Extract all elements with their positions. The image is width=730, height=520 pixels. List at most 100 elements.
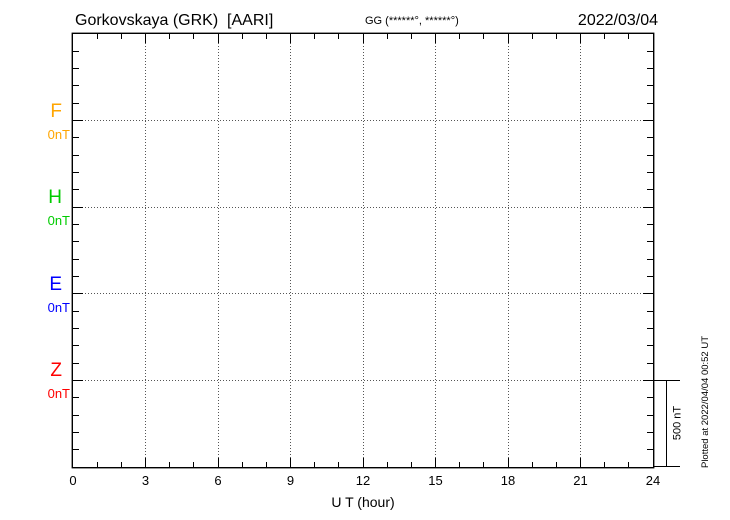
y-tick-left-13	[73, 258, 79, 260]
y-tick-left-16	[73, 310, 79, 312]
x-tick-bottom-23	[628, 462, 630, 467]
y-tick-right-7	[647, 154, 653, 156]
y-tick-left-3	[73, 85, 79, 87]
channel-baseline-value-F: 0nT	[47, 126, 70, 142]
x-tick-top-10	[314, 34, 316, 39]
x-tick-bottom-22	[604, 462, 606, 467]
y-tick-right-3	[647, 85, 653, 87]
y-tick-left-14	[73, 275, 79, 277]
geographic-coordinates-label: GG (******°, ******°)	[365, 15, 459, 27]
y-tick-left-15	[73, 293, 83, 295]
x-tick-label-24: 24	[645, 473, 661, 488]
y-tick-right-9	[647, 189, 653, 191]
x-tick-bottom-20	[555, 462, 557, 467]
y-tick-right-10	[643, 206, 653, 208]
y-tick-right-1	[647, 50, 653, 52]
channel-label-H: H	[48, 187, 62, 209]
gridline-hour-21	[580, 34, 581, 467]
baseline-E	[73, 293, 653, 295]
x-tick-bottom-21	[580, 458, 581, 467]
scalebar-bottom-cap	[653, 466, 680, 468]
baseline-H	[73, 206, 653, 208]
x-tick-bottom-4	[169, 462, 171, 467]
x-tick-bottom-10	[314, 462, 316, 467]
y-tick-right-14	[647, 275, 653, 277]
x-tick-bottom-5	[193, 462, 195, 467]
x-tick-top-16	[459, 34, 461, 39]
x-tick-top-4	[169, 34, 171, 39]
y-tick-right-20	[643, 379, 653, 381]
y-tick-right-4	[647, 102, 653, 104]
y-tick-right-13	[647, 258, 653, 260]
channel-label-Z: Z	[50, 360, 62, 382]
x-tick-bottom-3	[145, 458, 146, 467]
x-tick-label-9: 9	[286, 473, 295, 488]
x-tick-bottom-13	[386, 462, 388, 467]
x-tick-bottom-11	[338, 462, 340, 467]
y-tick-left-21	[73, 397, 79, 399]
y-tick-right-15	[643, 293, 653, 295]
y-tick-right-5	[643, 120, 653, 122]
y-tick-right-16	[647, 310, 653, 312]
x-tick-top-13	[386, 34, 388, 39]
y-tick-right-17	[647, 327, 653, 329]
x-tick-label-6: 6	[214, 473, 222, 488]
y-tick-right-12	[647, 241, 653, 243]
y-tick-right-23	[647, 431, 653, 433]
y-tick-right-22	[647, 414, 653, 416]
y-tick-left-8	[73, 172, 79, 174]
plot-area	[73, 34, 653, 467]
x-tick-top-23	[628, 34, 630, 39]
y-tick-left-6	[73, 137, 79, 139]
x-tick-top-17	[483, 34, 485, 39]
y-tick-left-24	[73, 449, 79, 451]
x-tick-bottom-8	[265, 462, 267, 467]
x-tick-bottom-19	[531, 462, 533, 467]
y-tick-left-4	[73, 102, 79, 104]
x-tick-bottom-18	[507, 458, 509, 467]
channel-label-F: F	[50, 100, 62, 122]
x-tick-bottom-17	[483, 462, 485, 467]
channel-baseline-value-E: 0nT	[47, 299, 70, 315]
gridline-hour-3	[145, 34, 146, 467]
y-tick-left-19	[73, 362, 79, 364]
y-tick-right-2	[647, 68, 653, 70]
gridline-hour-15	[435, 34, 436, 467]
y-tick-left-7	[73, 154, 79, 156]
baseline-Z	[73, 379, 653, 381]
x-tick-bottom-2	[120, 462, 122, 467]
x-tick-bottom-6	[217, 458, 219, 467]
channel-baseline-value-Z: 0nT	[47, 386, 70, 402]
y-tick-right-8	[647, 172, 653, 174]
x-tick-bottom-14	[410, 462, 412, 467]
x-axis-title: U T (hour)	[331, 494, 395, 510]
x-tick-label-15: 15	[428, 473, 443, 488]
y-tick-left-23	[73, 431, 79, 433]
y-tick-left-1	[73, 50, 79, 52]
x-tick-top-14	[410, 34, 412, 39]
y-tick-right-18	[647, 345, 653, 347]
gridline-hour-6	[217, 34, 219, 467]
x-tick-top-1	[96, 34, 98, 39]
x-tick-bottom-1	[96, 462, 98, 467]
y-tick-left-5	[73, 120, 83, 122]
x-tick-top-12	[362, 34, 364, 43]
y-tick-right-19	[647, 362, 653, 364]
y-tick-left-22	[73, 414, 79, 416]
scalebar-label: 500 nT	[671, 405, 684, 441]
x-tick-bottom-16	[459, 462, 461, 467]
y-tick-left-9	[73, 189, 79, 191]
x-tick-top-8	[265, 34, 267, 39]
y-tick-right-11	[647, 224, 653, 226]
y-tick-right-6	[647, 137, 653, 139]
y-tick-left-20	[73, 379, 83, 381]
y-tick-right-24	[647, 449, 653, 451]
y-tick-right-21	[647, 397, 653, 399]
gridline-hour-18	[507, 34, 509, 467]
x-tick-label-21: 21	[573, 473, 588, 488]
x-tick-top-21	[580, 34, 581, 43]
x-tick-top-3	[145, 34, 146, 43]
y-tick-left-11	[73, 224, 79, 226]
x-tick-top-9	[290, 34, 291, 43]
gridline-hour-12	[362, 34, 364, 467]
